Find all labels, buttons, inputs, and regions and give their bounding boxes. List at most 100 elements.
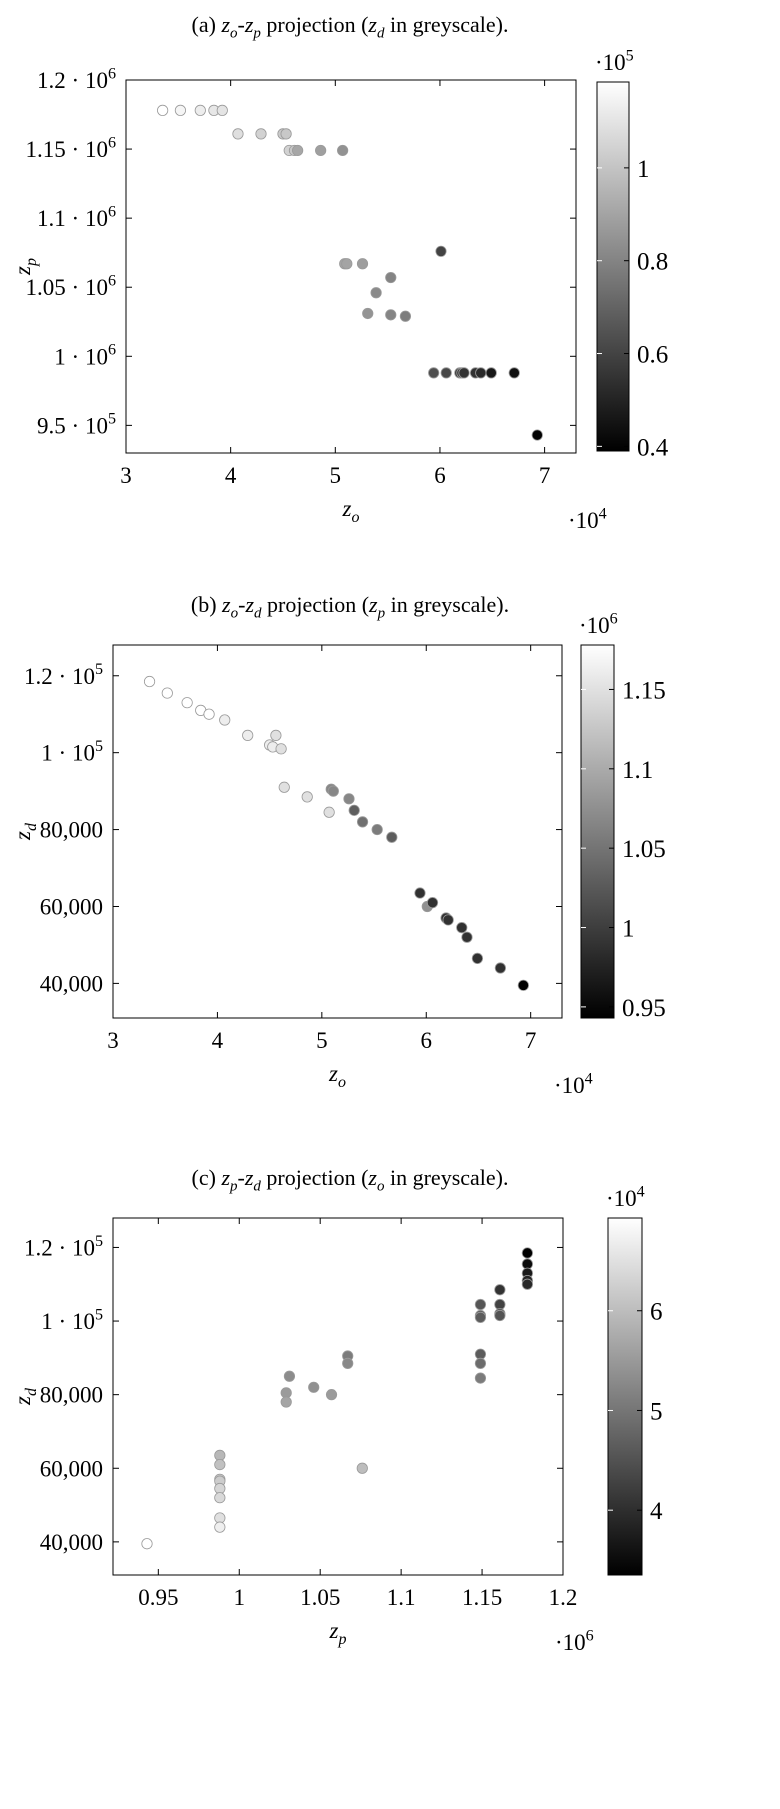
x-tick-label: 1.05 [300, 1585, 340, 1610]
y-tick-label: 80,000 [40, 1383, 103, 1408]
colorbar-tick-label: 1 [622, 916, 635, 943]
scatter-point [385, 309, 397, 321]
caption-part: z [368, 12, 377, 37]
caption-part: - [237, 12, 245, 37]
colorbar-tick-label: 5 [650, 1398, 663, 1425]
colorbar-tick-label: 4 [650, 1498, 663, 1525]
scatter-point [280, 1396, 292, 1408]
scatter-point [442, 914, 454, 926]
scatter-point [327, 785, 339, 797]
x-tick-label: 1 [234, 1585, 246, 1610]
colorbar-tick-label: 0.4 [637, 434, 669, 461]
scatter-point [194, 104, 206, 116]
caption-part: o [230, 25, 238, 42]
caption-part: z [244, 12, 254, 37]
caption-part: d [254, 605, 262, 622]
scatter-point [214, 1492, 226, 1504]
caption-part: (b) [190, 592, 223, 617]
colorbar-tick-label: 0.6 [637, 342, 668, 369]
x-tick-label: 6 [421, 1028, 433, 1053]
scatter-point [521, 1247, 533, 1259]
caption-part: in greyscale). [384, 1165, 509, 1190]
chart-zo-zp-projection: 3 4 5 6 7 9.5 · 105 1 · 106 1.05 · 106 1.1 · 106… [10, 47, 669, 533]
caption-part: - [238, 592, 246, 617]
caption-part: o [230, 605, 239, 622]
scatter-point [399, 310, 412, 322]
colorbar-tick-label: 1.05 [622, 836, 666, 863]
colorbar-tick-label: 6 [650, 1299, 663, 1326]
caption-part: p [230, 1178, 238, 1195]
scatter-point [474, 1311, 487, 1323]
scatter-point [494, 1309, 506, 1322]
colorbar-tick-label: 0.95 [622, 995, 666, 1022]
y-tick-label: 9.5 · 105 [37, 411, 116, 439]
colorbar-tick-label: 1 [637, 156, 650, 183]
scatter-point [325, 1389, 338, 1401]
scatter-point [371, 823, 383, 836]
scatter-point [474, 1357, 487, 1369]
scatter-point [475, 367, 487, 379]
scatter-point [292, 144, 304, 157]
caption-part: in greyscale). [385, 592, 510, 617]
caption-part: z [244, 1165, 254, 1190]
x-tick-label: 4 [225, 463, 237, 488]
x-tick-label: 7 [539, 463, 551, 488]
caption-part: (c) [191, 1165, 222, 1190]
x-axis-label: zo [342, 496, 360, 526]
caption-part: z [369, 592, 378, 617]
y-tick-label: 60,000 [40, 894, 103, 919]
y-tick-label: 40,000 [40, 1530, 103, 1555]
chart-zo-zd-projection: 3 4 5 6 7 40,000 60,000 80,000 1 · 105 1.2 · 105 z… [10, 610, 666, 1098]
y-tick-label: 60,000 [40, 1456, 103, 1481]
scatter-point [214, 1458, 226, 1471]
caption-part: z [368, 1165, 377, 1190]
scatter-point [214, 1521, 226, 1533]
scatter-point [362, 307, 374, 320]
scatter-point [181, 697, 193, 709]
scatter-point [428, 367, 440, 379]
scatter-point [232, 128, 244, 140]
x-tick-label: 0.95 [138, 1585, 178, 1610]
caption-part: z [245, 592, 254, 617]
y-tick-label: 1.1 · 106 [37, 203, 116, 231]
x-axis-exponent: ·104 [554, 1070, 593, 1098]
scatter-point [458, 367, 470, 379]
scatter-point [456, 922, 468, 934]
caption-part: projection ( [260, 12, 369, 37]
x-axis-exponent: ·104 [568, 505, 607, 533]
colorbar [596, 81, 630, 452]
scatter-point [474, 1372, 487, 1384]
scatter-point [323, 806, 335, 818]
y-tick-label: 1.2 · 105 [24, 661, 103, 689]
scatter-point [157, 104, 169, 116]
y-tick-label: 1 · 105 [41, 738, 103, 766]
chart-zp-zd-projection: 0.95 1 1.05 1.1 1.15 1.2 40,000 60,000 80,000 1 ·… [10, 1183, 663, 1655]
y-tick-label: 80,000 [40, 818, 103, 843]
scatter-point [517, 979, 529, 991]
x-tick-label: 1.1 [387, 1585, 416, 1610]
x-tick-label: 3 [107, 1028, 119, 1053]
x-tick-label: 1.15 [462, 1585, 502, 1610]
scatter-point [255, 128, 267, 140]
caption-part: projection ( [260, 1165, 369, 1190]
y-axis-label: zd [10, 822, 40, 841]
x-tick-label: 1.2 [549, 1585, 578, 1610]
scatter-point [471, 952, 484, 964]
scatter-point [342, 1357, 354, 1369]
caption-part: p [253, 25, 261, 42]
colorbar [607, 1217, 643, 1576]
plot-area [112, 1217, 564, 1576]
scatter-point [474, 1298, 487, 1311]
y-tick-label: 1.2 · 106 [37, 65, 116, 93]
y-tick-label: 1 · 106 [54, 342, 116, 370]
y-axis-label: zd [10, 1387, 40, 1406]
caption-part: o [376, 1178, 385, 1195]
y-tick-label: 1 · 105 [41, 1306, 103, 1334]
scatter-point [508, 367, 520, 379]
scatter-point [275, 743, 287, 755]
scatter-point [270, 729, 282, 741]
x-tick-label: 5 [330, 463, 342, 488]
caption-part: d [376, 25, 385, 42]
scatter-point [356, 1462, 368, 1474]
y-tick-label: 1.05 · 106 [26, 273, 116, 301]
